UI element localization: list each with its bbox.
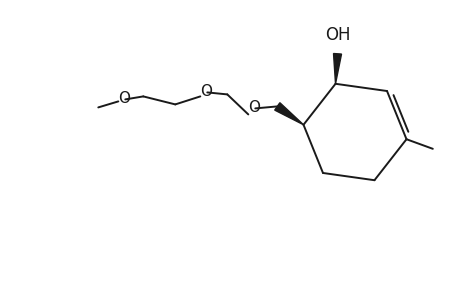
Polygon shape xyxy=(274,103,303,125)
Text: O: O xyxy=(248,100,260,115)
Text: O: O xyxy=(118,91,130,106)
Polygon shape xyxy=(333,53,341,84)
Text: O: O xyxy=(200,84,212,99)
Text: OH: OH xyxy=(324,26,349,44)
